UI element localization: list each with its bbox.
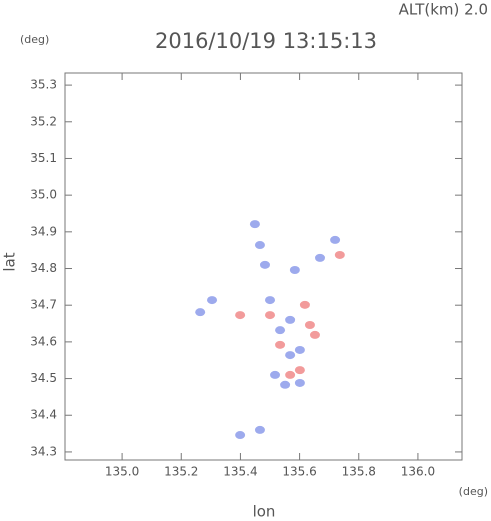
plot-frame (64, 72, 463, 461)
y-tick-label: 34.7 (30, 298, 57, 312)
echo-point (294, 345, 305, 354)
echo-point (254, 241, 265, 250)
x-tick-label: 136.0 (401, 465, 435, 479)
x-tick-label: 135.8 (342, 465, 376, 479)
echo-point (289, 265, 300, 274)
echo-point (275, 340, 286, 349)
echo-point (265, 296, 276, 305)
x-axis-label: lon (253, 503, 276, 521)
y-tick-label: 34.9 (30, 224, 57, 238)
echo-point (309, 330, 320, 339)
x-unit: (deg) (459, 485, 488, 498)
echo-point (304, 321, 315, 330)
echo-point (285, 315, 296, 324)
echo-point (294, 378, 305, 387)
y-tick-label: 35.3 (30, 78, 57, 92)
echo-point (259, 260, 270, 269)
echo-point (334, 250, 345, 259)
y-tick-label: 34.6 (30, 334, 57, 348)
echo-point (330, 235, 341, 244)
y-tick-label: 34.3 (30, 444, 57, 458)
x-tick-label: 135.6 (282, 465, 316, 479)
echo-point (235, 311, 246, 320)
x-tick-label: 135.2 (164, 465, 198, 479)
y-tick-label: 35.2 (30, 114, 57, 128)
y-unit: (deg) (20, 33, 49, 46)
echo-point (265, 311, 276, 320)
echo-point (285, 351, 296, 360)
y-tick-label: 34.4 (30, 408, 57, 422)
x-tick-label: 135.4 (223, 465, 257, 479)
x-tick-label: 135.0 (105, 465, 139, 479)
echo-point (280, 380, 291, 389)
y-tick-label: 34.8 (30, 261, 57, 275)
echo-point (195, 308, 206, 317)
echo-point (275, 326, 286, 335)
chart-title: 2016/10/19 13:15:13 (155, 29, 377, 53)
echo-point (254, 425, 265, 434)
echo-point (270, 370, 281, 379)
echo-point (299, 300, 310, 309)
y-axis-label: lat (1, 252, 19, 271)
echo-point (249, 220, 260, 229)
y-tick-label: 35.1 (30, 151, 57, 165)
annotation: ALT(km) 2.0 (399, 1, 488, 19)
echo-point (294, 366, 305, 375)
echo-point (207, 296, 218, 305)
echo-point (315, 253, 326, 262)
y-tick-label: 34.5 (30, 371, 57, 385)
y-tick-label: 35.0 (30, 188, 57, 202)
echo-point (235, 431, 246, 440)
echo-point (285, 370, 296, 379)
